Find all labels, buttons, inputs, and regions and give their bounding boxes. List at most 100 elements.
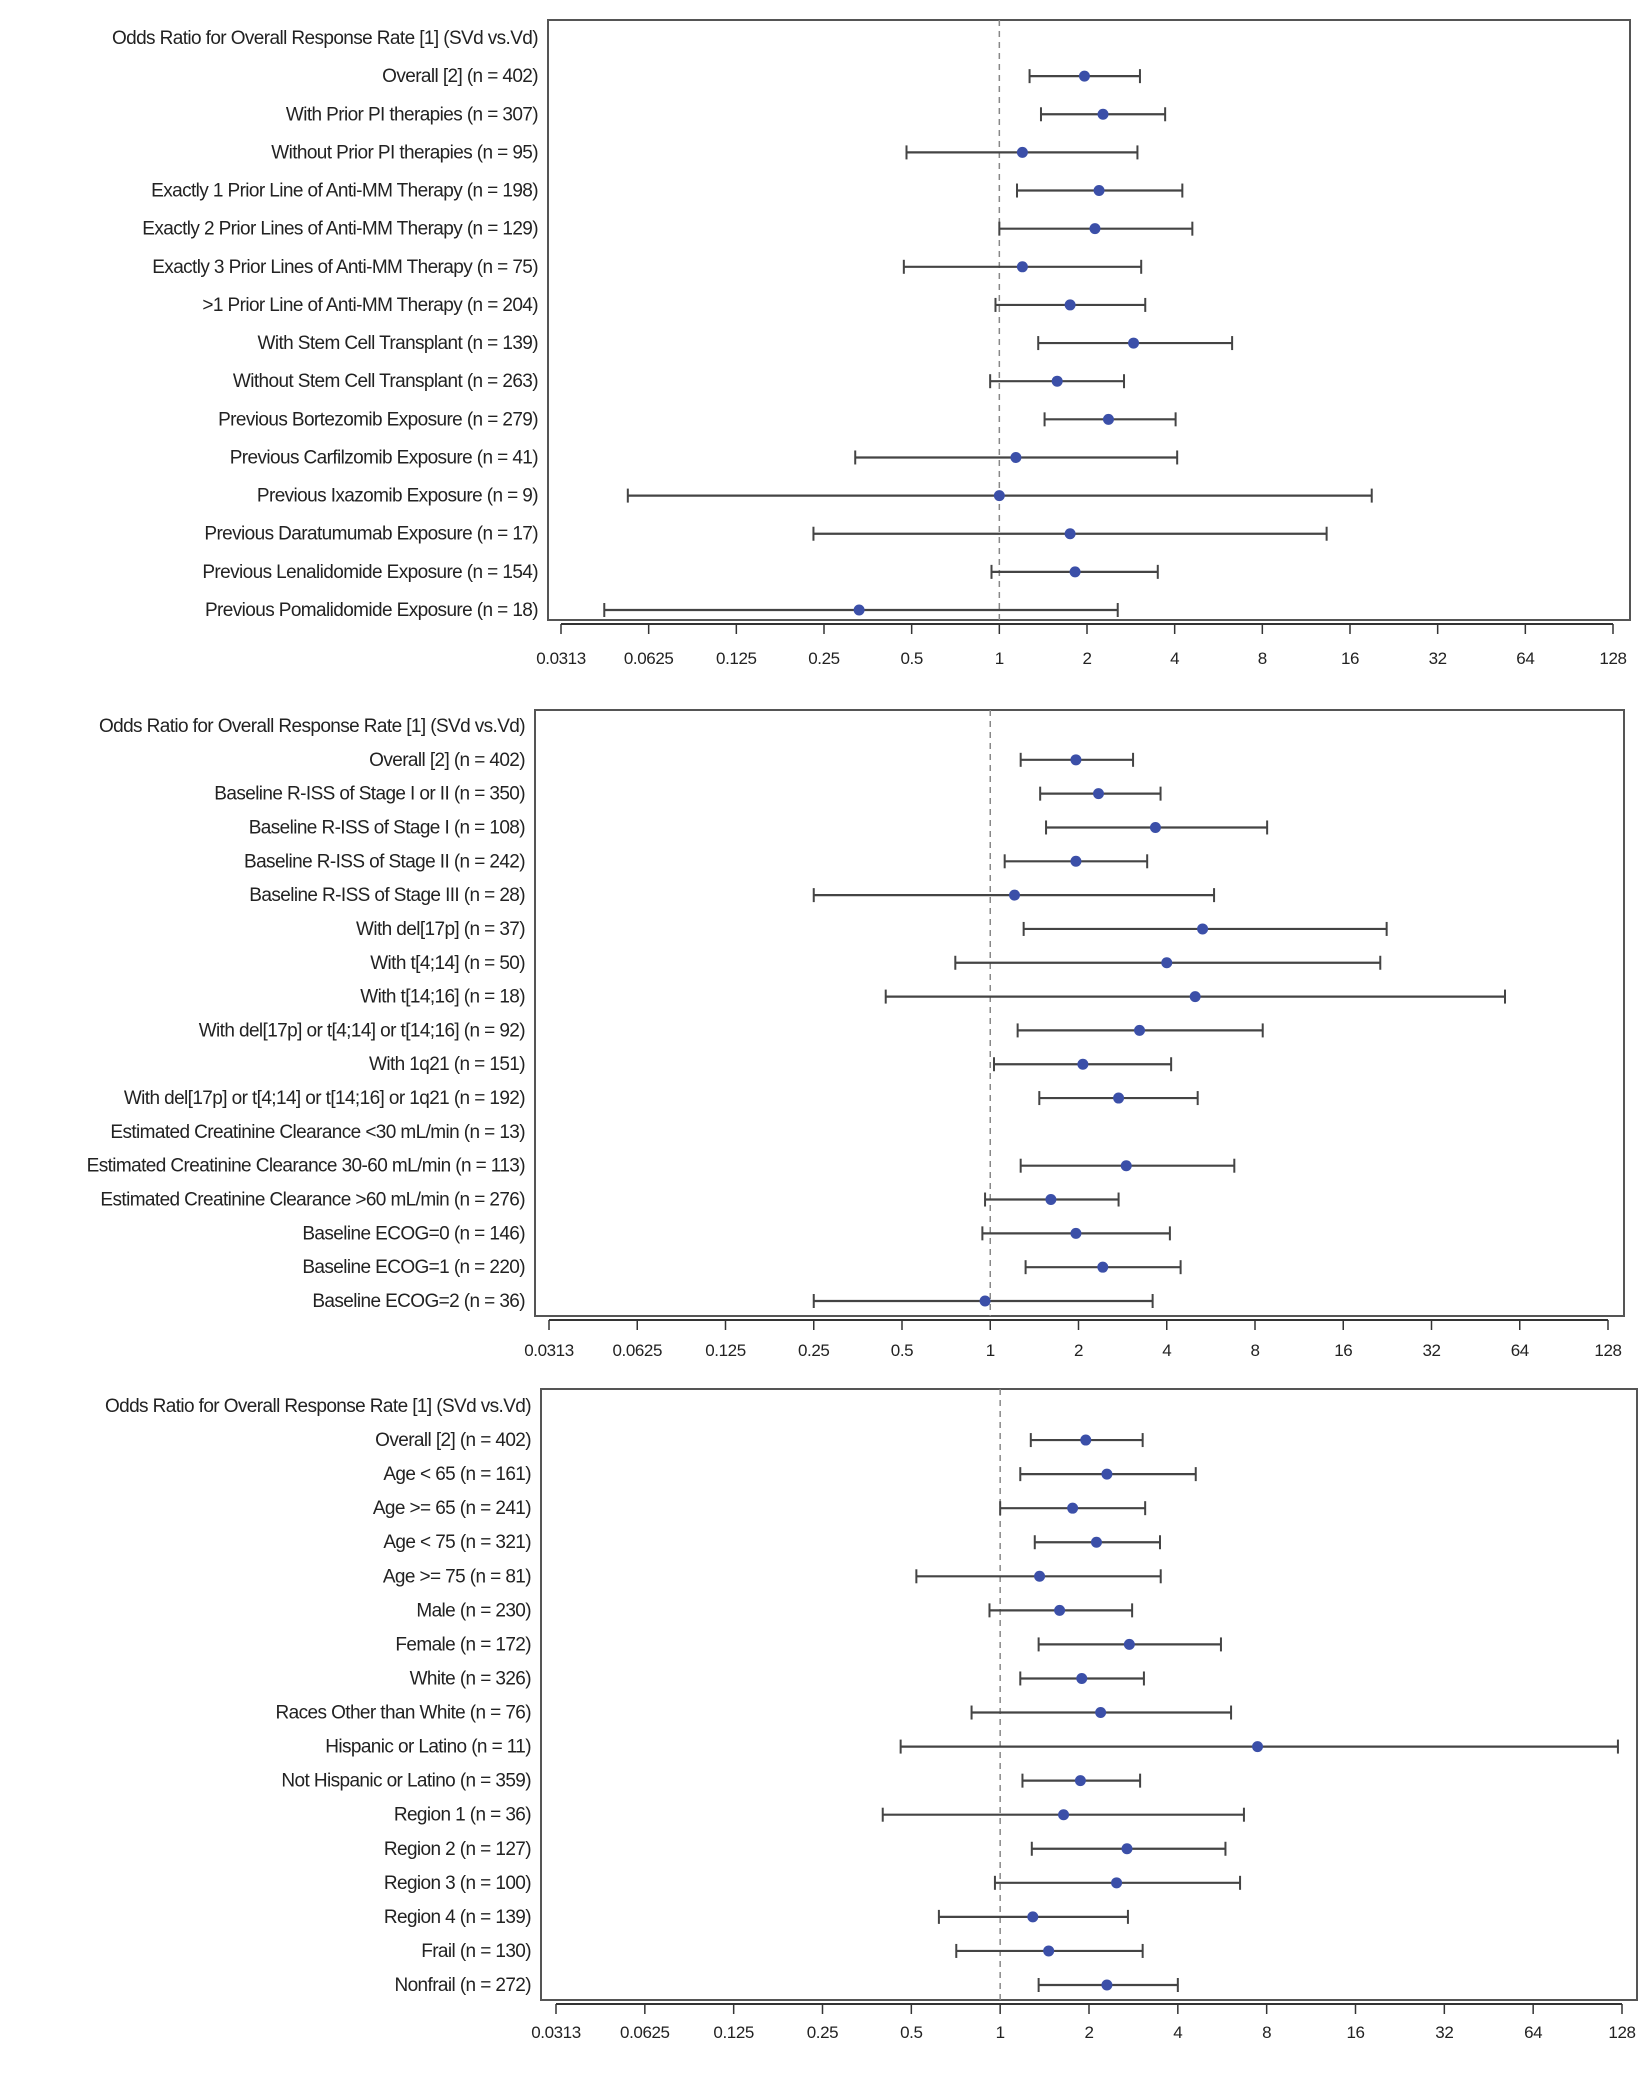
odds-ratio-point [1189,991,1201,1003]
x-tick-label: 0.0625 [620,2023,670,2042]
x-tick-label: 32 [1435,2023,1453,2042]
x-tick-label: 64 [1511,1341,1529,1360]
row-label: With 1q21 (n = 151) [369,1054,525,1075]
odds-ratio-point [1009,889,1021,901]
row-label: With del[17p] (n = 37) [356,919,525,940]
odds-ratio-point [1161,957,1173,969]
row-label: With del[17p] or t[4;14] or t[14;16] or … [124,1088,525,1109]
x-tick-label: 2 [1074,1341,1083,1360]
odds-ratio-point [1093,185,1105,197]
row-label: Age < 75 (n = 321) [383,1532,531,1553]
row-label: Previous Lenalidomide Exposure (n = 154) [202,562,538,583]
row-label: Previous Bortezomib Exposure (n = 279) [218,409,538,430]
odds-ratio-point [1064,528,1076,540]
row-label: With del[17p] or t[4;14] or t[14;16] (n … [199,1020,526,1041]
row-label: Not Hispanic or Latino (n = 359) [281,1771,531,1792]
odds-ratio-point [1102,413,1114,425]
forest-panel-1: 0.0313 0.0625 0.125 0.25 0.5 1 2 4 8 16 32 64 128 Odd… [112,19,1631,668]
forest-row: Previous Bortezomib Exposure (n = 279) [218,409,1177,430]
forest-row: Region 1 (n = 36) [394,1805,1245,1826]
row-label: Hispanic or Latino (n = 11) [325,1737,531,1758]
row-label: Previous Daratumumab Exposure (n = 17) [204,524,538,545]
forest-row: Exactly 1 Prior Line of Anti-MM Therapy … [151,181,1184,202]
x-tick-label: 0.0313 [531,2023,581,2042]
forest-row: Age >= 75 (n = 81) [383,1566,1162,1587]
x-tick-label: 0.125 [716,649,757,668]
odds-ratio-point [1121,1843,1133,1855]
x-tick-label: 4 [1162,1341,1171,1360]
forest-row: White (n = 326) [410,1668,1145,1689]
odds-ratio-point [1252,1741,1264,1753]
x-tick-label: 2 [1082,649,1091,668]
x-tick-label: 0.5 [900,649,922,668]
row-label: With t[14;16] (n = 18) [360,987,525,1008]
x-tick-label: 0.125 [713,2023,754,2042]
forest-row: Estimated Creatinine Clearance 30-60 mL/… [87,1156,1236,1177]
x-tick-label: 128 [1599,649,1626,668]
row-label: Previous Carfilzomib Exposure (n = 41) [230,447,539,468]
odds-ratio-point [853,604,865,616]
forest-row: >1 Prior Line of Anti-MM Therapy (n = 20… [202,295,1147,316]
x-tick-label: 128 [1594,1341,1621,1360]
forest-panel-3: 0.0313 0.0625 0.125 0.25 0.5 1 2 4 8 16 32 64 128 Odd… [105,1388,1638,2042]
x-tick-label: 8 [1258,649,1267,668]
row-label: Age < 65 (n = 161) [383,1464,531,1485]
odds-ratio-point [1197,923,1209,935]
forest-row: Frail (n = 130) [421,1941,1144,1962]
row-label: Estimated Creatinine Clearance >60 mL/mi… [100,1190,525,1211]
forest-row: Overall [2] (n = 402) [382,66,1141,87]
forest-row: Female (n = 172) [395,1634,1222,1655]
odds-ratio-point [1051,375,1063,387]
forest-row: Estimated Creatinine Clearance >60 mL/mi… [100,1190,1120,1211]
odds-ratio-point [1134,1024,1146,1036]
forest-row: Baseline ECOG=1 (n = 220) [302,1257,1182,1278]
x-tick-label: 16 [1346,2023,1364,2042]
x-tick-label: 0.0313 [524,1341,574,1360]
forest-row: Previous Daratumumab Exposure (n = 17) [204,524,1328,545]
plot-frame [540,1388,1638,2001]
row-label: With Prior PI therapies (n = 307) [286,104,538,125]
odds-ratio-point [1064,299,1076,311]
x-tick-label: 4 [1170,649,1179,668]
odds-ratio-point [993,490,1005,502]
row-label: Previous Ixazomib Exposure (n = 9) [257,486,538,507]
odds-ratio-point [1090,1536,1102,1548]
odds-ratio-point [1095,1707,1107,1719]
forest-row: Overall [2] (n = 402) [375,1430,1144,1451]
forest-row: Previous Carfilzomib Exposure (n = 41) [230,447,1179,468]
row-label: Exactly 1 Prior Line of Anti-MM Therapy … [151,181,538,202]
forest-row: Nonfrail (n = 272) [394,1975,1179,1996]
forest-row: Male (n = 230) [416,1600,1134,1621]
forest-row: Region 2 (n = 127) [384,1839,1227,1860]
row-label: Region 2 (n = 127) [384,1839,531,1860]
odds-ratio-point [1010,451,1022,463]
forest-row: Baseline R-ISS of Stage III (n = 28) [249,885,1216,906]
panel-title: Odds Ratio for Overall Response Rate [1]… [112,28,538,49]
row-label: Frail (n = 130) [421,1941,531,1962]
row-label: Male (n = 230) [416,1600,531,1621]
odds-ratio-point [1016,146,1028,158]
x-tick-label: 0.25 [798,1341,830,1360]
forest-row: Baseline R-ISS of Stage I (n = 108) [249,817,1269,838]
row-label: Races Other than White (n = 76) [276,1703,532,1724]
forest-row: Age >= 65 (n = 241) [373,1498,1147,1519]
forest-row: Without Prior PI therapies (n = 95) [271,142,1139,163]
x-tick-label: 0.0313 [536,649,586,668]
row-label: Overall [2] (n = 402) [369,750,525,771]
x-tick-label: 1 [995,649,1004,668]
odds-ratio-point [1077,1058,1089,1070]
row-label: Region 3 (n = 100) [384,1873,531,1894]
forest-row: Estimated Creatinine Clearance <30 mL/mi… [110,1122,525,1143]
forest-row: Not Hispanic or Latino (n = 359) [281,1771,1142,1792]
x-tick-label: 4 [1173,2023,1182,2042]
x-tick-label: 64 [1524,2023,1542,2042]
odds-ratio-point [1097,1261,1109,1273]
row-label: Baseline R-ISS of Stage I or II (n = 350… [214,784,525,805]
odds-ratio-point [1070,754,1082,766]
row-label: Baseline ECOG=0 (n = 146) [302,1223,525,1244]
odds-ratio-point [1089,223,1101,235]
forest-row: With t[4;14] (n = 50) [370,953,1382,974]
row-label: With Stem Cell Transplant (n = 139) [258,333,539,354]
x-tick-label: 16 [1341,649,1359,668]
odds-ratio-point [1069,566,1081,578]
